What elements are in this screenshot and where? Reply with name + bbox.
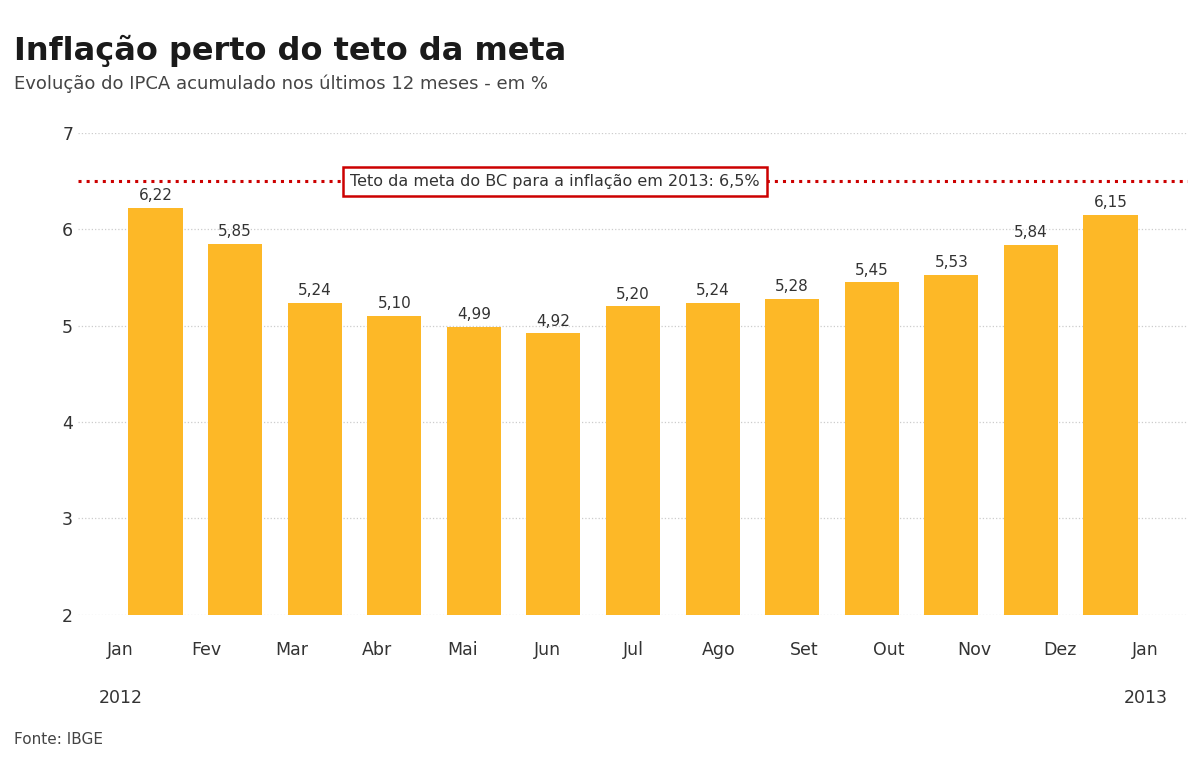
Text: Jul: Jul [623, 641, 643, 659]
Bar [128, 208, 182, 783]
Text: 5,24: 5,24 [696, 283, 730, 298]
Text: 2013: 2013 [1123, 689, 1168, 707]
Text: Jun: Jun [534, 641, 562, 659]
Text: 6,15: 6,15 [1093, 195, 1128, 210]
Text: 5,45: 5,45 [854, 262, 889, 278]
Bar [606, 306, 660, 783]
Text: Jan: Jan [1132, 641, 1159, 659]
Bar [367, 316, 421, 783]
Text: 5,10: 5,10 [377, 296, 412, 312]
Text: Evolução do IPCA acumulado nos últimos 12 meses - em %: Evolução do IPCA acumulado nos últimos 1… [14, 74, 548, 93]
Text: 5,53: 5,53 [935, 255, 968, 270]
Text: Out: Out [874, 641, 905, 659]
Text: Set: Set [790, 641, 818, 659]
Bar [845, 283, 899, 783]
Bar [1084, 215, 1138, 783]
Text: 5,85: 5,85 [218, 224, 252, 239]
Text: Nov: Nov [958, 641, 991, 659]
Text: Dez: Dez [1043, 641, 1076, 659]
Text: 2012: 2012 [98, 689, 143, 707]
Text: 5,28: 5,28 [775, 279, 809, 294]
Bar [208, 244, 262, 783]
Text: Abr: Abr [361, 641, 392, 659]
Text: 4,92: 4,92 [536, 314, 570, 329]
Text: 5,20: 5,20 [616, 287, 650, 301]
Bar [446, 327, 500, 783]
Text: Fev: Fev [191, 641, 221, 659]
Text: Jan: Jan [107, 641, 134, 659]
Text: 4,99: 4,99 [457, 307, 491, 322]
Bar [1004, 245, 1058, 783]
Text: Mar: Mar [275, 641, 308, 659]
Text: Inflação perto do teto da meta: Inflação perto do teto da meta [14, 35, 566, 67]
Text: Teto da meta do BC para a inflação em 2013: 6,5%: Teto da meta do BC para a inflação em 20… [350, 174, 760, 189]
Text: 6,22: 6,22 [138, 189, 173, 204]
Text: 5,84: 5,84 [1014, 225, 1048, 240]
Text: Mai: Mai [446, 641, 478, 659]
Text: Ago: Ago [702, 641, 736, 659]
Bar [924, 275, 978, 783]
Text: 5,24: 5,24 [298, 283, 331, 298]
Text: Fonte: IBGE: Fonte: IBGE [14, 732, 103, 747]
Bar [527, 334, 581, 783]
Bar [685, 302, 739, 783]
Bar [288, 302, 342, 783]
Bar [766, 299, 820, 783]
